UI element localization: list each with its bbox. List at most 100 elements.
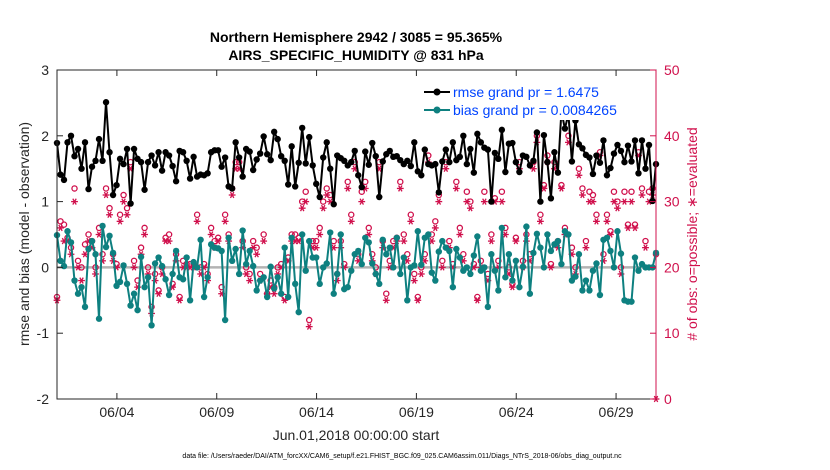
bias-series-point <box>393 234 400 241</box>
x-axis-label: Jun.01,2018 00:00:00 start <box>273 427 440 443</box>
obs-possible-point <box>383 290 390 297</box>
rmse-series-point <box>249 166 257 174</box>
legend: rmse grand pr = 1.6475 bias grand pr = 0… <box>420 82 655 120</box>
bias-series-point <box>67 239 75 246</box>
bias-series-point <box>369 260 376 267</box>
bias-series-point <box>299 231 306 238</box>
obs-possible-point <box>347 211 355 219</box>
bias-series-point <box>302 267 309 274</box>
rmse-series-point <box>645 141 653 149</box>
rmse-series-point <box>593 152 600 159</box>
bias-series-point <box>190 258 197 266</box>
rmse-series-point <box>404 157 411 165</box>
rmse-series-point <box>600 137 607 144</box>
obs-evaluated-point <box>323 191 331 199</box>
y-axis-label-right: # of obs: o=possible; ∗=evaluated <box>684 127 700 340</box>
bias-series-point <box>372 270 379 278</box>
rmse-series-point <box>631 137 639 144</box>
rmse-series-point <box>263 151 271 158</box>
bias-series-point <box>488 251 495 258</box>
rmse-series-point <box>109 191 117 199</box>
rmse-series-point <box>148 152 155 159</box>
obs-possible-point <box>446 237 453 245</box>
obs-possible-point <box>365 224 373 232</box>
rmse-series-point <box>172 178 180 185</box>
obs-evaluated-point <box>642 244 649 251</box>
bias-series-point <box>537 244 544 251</box>
obs-possible-point <box>369 250 376 258</box>
rmse-series-point <box>120 160 127 168</box>
bias-series-point <box>365 239 372 246</box>
y-tick-label-right: 30 <box>664 194 680 210</box>
obs-evaluated-point <box>106 211 113 219</box>
obs-possible-point <box>137 244 145 251</box>
obs-possible-point <box>638 185 646 192</box>
bias-series-point <box>348 267 355 274</box>
obs-possible-point <box>603 211 611 219</box>
obs-evaluated-point <box>508 283 516 291</box>
obs-possible-point <box>249 237 257 245</box>
obs-evaluated-point <box>463 198 471 205</box>
obs-possible-point <box>593 211 600 219</box>
bias-series-point <box>88 237 96 245</box>
legend-rmse-label: rmse grand pr = 1.6475 <box>453 84 599 100</box>
bias-series-point <box>533 230 541 238</box>
rmse-series-point <box>327 165 334 172</box>
bias-series-point <box>547 247 555 255</box>
obs-possible-point <box>400 231 408 238</box>
bias-series-point <box>631 254 639 261</box>
bias-series-point <box>130 290 138 297</box>
x-tick-label: 06/14 <box>299 404 334 420</box>
bias-series-point <box>376 280 383 288</box>
obs-possible-point <box>60 221 68 228</box>
rmse-series-point <box>551 149 558 156</box>
rmse-series-point <box>214 147 222 154</box>
obs-evaluated-point <box>593 218 600 225</box>
rmse-series-point <box>418 172 425 179</box>
y-tick-label-right: 50 <box>664 62 680 78</box>
rmse-series-point <box>183 157 190 165</box>
obs-evaluated-point <box>305 323 313 330</box>
bias-series-point <box>81 303 89 311</box>
bias-series-point <box>218 247 225 255</box>
bias-series-point <box>456 254 464 261</box>
rmse-series-point <box>186 175 194 182</box>
obs-evaluated-point <box>253 250 261 258</box>
obs-possible-point <box>411 270 418 278</box>
obs-possible-point <box>260 231 267 238</box>
obs-evaluated-point <box>298 204 306 212</box>
obs-possible-point <box>120 191 127 199</box>
y-tick-label-right: 10 <box>664 325 680 341</box>
rmse-series-point <box>57 171 64 178</box>
bias-series-point <box>481 264 488 271</box>
bias-series-point <box>530 249 537 257</box>
rmse-series-point <box>617 147 625 155</box>
rmse-series-point <box>102 99 110 106</box>
obs-possible-point <box>193 211 201 219</box>
bias-series-point <box>183 254 190 261</box>
rmse-series-point <box>281 157 288 165</box>
obs-possible-point <box>123 204 131 212</box>
obs-evaluated-point <box>431 224 439 232</box>
obs-evaluated-point <box>400 237 408 245</box>
obs-evaluated-point <box>512 237 520 245</box>
bias-series-point <box>498 224 506 232</box>
rmse-series-point <box>320 154 327 161</box>
obs-evaluated-point <box>116 218 124 225</box>
obs-evaluated-point <box>242 270 250 278</box>
y-tick-label-left: 3 <box>41 62 49 78</box>
bias-series-point <box>221 316 229 324</box>
legend-bias-label: bias grand pr = 0.0084265 <box>453 102 617 118</box>
x-tick-label: 06/04 <box>99 404 134 420</box>
obs-possible-point <box>586 188 593 195</box>
rmse-series-point <box>165 152 173 159</box>
y-tick-label-left: 2 <box>41 128 49 144</box>
obs-possible-point <box>312 237 320 245</box>
bias-series-point <box>165 291 173 299</box>
bias-series-point <box>277 290 285 297</box>
bias-series-point <box>235 270 243 278</box>
rmse-series-point <box>60 176 68 184</box>
obs-possible-point <box>628 188 635 195</box>
obs-evaluated-point <box>582 244 590 251</box>
legend-rmse-marker <box>433 88 441 96</box>
